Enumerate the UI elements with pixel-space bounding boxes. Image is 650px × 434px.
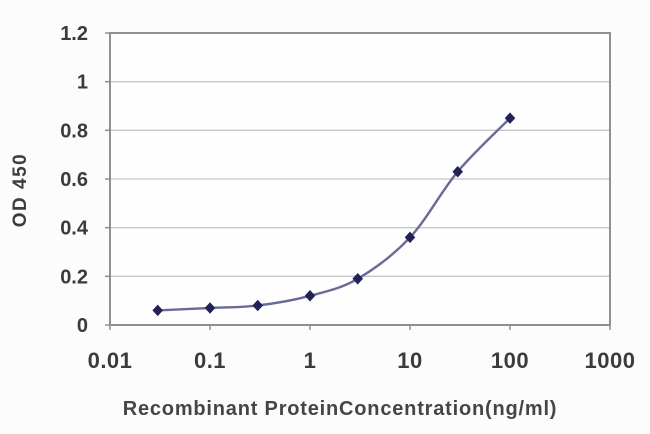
- x-tick-label: 1000: [585, 348, 636, 373]
- y-tick-label: 0.8: [60, 120, 88, 142]
- x-tick-label: 0.1: [194, 348, 226, 373]
- y-tick-label: 0.2: [60, 266, 88, 288]
- x-tick-label: 1: [304, 348, 317, 373]
- x-tick-label: 100: [491, 348, 529, 373]
- data-point-marker: [304, 290, 316, 302]
- x-tick-label: 0.01: [88, 348, 133, 373]
- data-point-marker: [352, 273, 363, 285]
- y-tick-label: 1: [77, 72, 88, 94]
- data-point-marker: [152, 304, 163, 317]
- data-point-marker: [504, 112, 516, 124]
- y-tick-label: 0.4: [60, 218, 89, 240]
- data-point-marker: [404, 231, 416, 244]
- y-tick-label: 0: [77, 315, 88, 337]
- y-axis-title: OD 450: [10, 152, 31, 228]
- data-point-marker: [252, 299, 263, 312]
- data-point-marker: [452, 165, 463, 178]
- data-point-marker: [204, 302, 216, 314]
- y-tick-label: 1.2: [60, 23, 88, 45]
- x-tick-label: 10: [397, 348, 422, 373]
- x-axis-title: Recombinant ProteinConcentration(ng/ml): [122, 398, 558, 420]
- y-tick-label: 0.6: [60, 169, 88, 191]
